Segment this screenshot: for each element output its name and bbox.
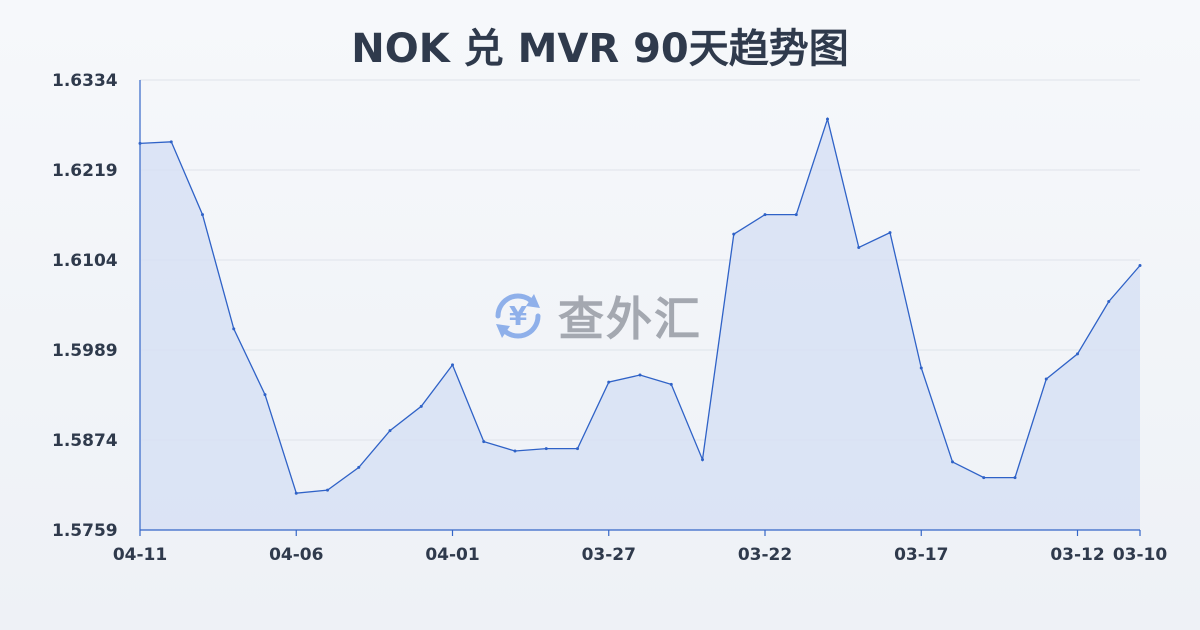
x-tick-label: 03-10 [1113, 545, 1168, 565]
x-tick-label: 04-01 [425, 545, 479, 565]
data-point [701, 458, 704, 462]
data-point [451, 363, 454, 367]
data-point [1076, 352, 1079, 356]
data-point [263, 393, 267, 397]
data-point [951, 460, 954, 464]
data-point [1013, 476, 1017, 480]
svg-text:¥: ¥ [509, 302, 527, 332]
x-tick-labels: 04-11 04-06 04-01 03-27 03-22 03-17 03-12 03-10 [113, 530, 1168, 565]
y-tick-label: 1.6104 [52, 251, 118, 271]
data-point [482, 440, 486, 444]
data-point [794, 213, 798, 217]
x-tick-label: 04-11 [113, 545, 167, 565]
x-tick-label: 03-17 [894, 545, 948, 565]
data-point [982, 476, 986, 480]
y-tick-label: 1.6219 [52, 161, 118, 181]
data-point [388, 429, 392, 433]
data-point [1044, 377, 1048, 381]
y-tick-label: 1.5874 [52, 431, 118, 451]
data-point [826, 117, 829, 121]
yen-exchange-icon: ¥ [495, 293, 541, 339]
x-tick-label: 03-27 [582, 545, 636, 565]
data-point [1107, 299, 1111, 303]
data-point [576, 447, 579, 451]
data-point [357, 465, 361, 469]
y-tick-label: 1.5989 [52, 341, 118, 361]
series-area [140, 119, 1140, 530]
data-point [638, 373, 642, 377]
data-point [732, 232, 736, 236]
chart-title: NOK 兑 MVR 90天趋势图 [351, 26, 849, 72]
data-point [232, 327, 236, 331]
data-point [763, 213, 767, 217]
data-point [857, 245, 861, 249]
data-point [888, 231, 892, 235]
data-point [544, 447, 548, 451]
data-point [169, 140, 173, 144]
data-points [138, 117, 1142, 495]
data-point [919, 366, 923, 370]
data-point [326, 488, 329, 492]
watermark: ¥ 查外汇 [488, 286, 702, 346]
x-tick-label: 04-06 [269, 545, 323, 565]
x-tick-label: 03-12 [1050, 545, 1104, 565]
data-point [201, 213, 204, 217]
data-point [419, 404, 423, 408]
y-tick-labels: 1.6334 1.6219 1.6104 1.5989 1.5874 1.5759 [52, 71, 118, 541]
watermark-text: 查外汇 [558, 292, 702, 346]
data-point [294, 491, 298, 495]
data-point [1138, 263, 1142, 267]
grid-lines [140, 79, 1140, 441]
data-point [607, 380, 611, 384]
data-point [513, 449, 517, 453]
data-point [669, 382, 673, 386]
y-tick-label: 1.5759 [52, 521, 118, 541]
y-tick-label: 1.6334 [52, 71, 118, 91]
x-tick-label: 03-22 [738, 545, 792, 565]
